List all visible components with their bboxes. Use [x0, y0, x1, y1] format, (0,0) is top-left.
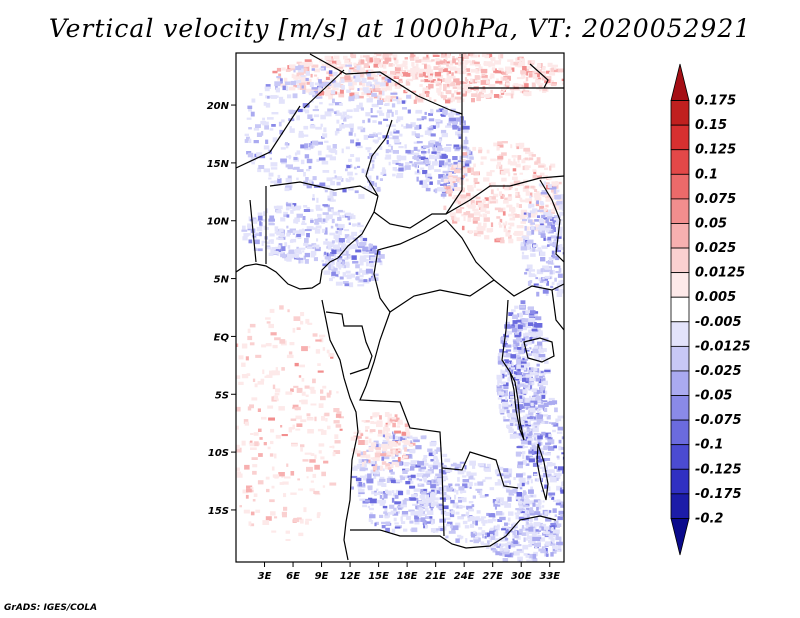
longitude-axis: 3E 6E 9E 12E 15E 18E 21E 24E 27E 30E 33E — [258, 562, 560, 582]
colorbar: 0.175 0.15 0.125 0.1 0.075 0.05 0.025 0.0125 0.0… — [670, 63, 751, 556]
x-tick-label: 18E — [397, 571, 418, 582]
x-tick-label: 33E — [539, 571, 560, 582]
colorbar-label: 0.05 — [695, 216, 727, 231]
x-tick-label: 27E — [482, 571, 503, 582]
map-title: Vertical velocity [m/s] at 1000hPa, VT: … — [48, 14, 752, 43]
colorbar-label: -0.2 — [695, 511, 723, 526]
colorbar-top-triangle — [670, 63, 690, 101]
colorbar-swatch — [670, 100, 690, 126]
y-tick-label: 15S — [208, 506, 229, 517]
y-tick-label: 10S — [208, 448, 229, 459]
colorbar-swatch — [670, 370, 690, 396]
colorbar-swatch — [670, 419, 690, 446]
country-borders — [236, 53, 564, 561]
grads-credit: GrADS: IGES/COLA — [4, 603, 98, 613]
colorbar-label: 0.005 — [695, 290, 736, 305]
colorbar-swatch — [670, 198, 690, 224]
x-tick-label: 30E — [511, 571, 532, 582]
colorbar-label: 0.15 — [695, 118, 727, 133]
colorbar-label: -0.1 — [695, 438, 723, 453]
x-tick-label: 24E — [454, 571, 475, 582]
x-tick-label: 6E — [286, 571, 300, 582]
colorbar-swatch — [670, 223, 690, 249]
y-tick-label: 20N — [207, 101, 230, 112]
colorbar-label: -0.125 — [695, 462, 742, 477]
colorbar-swatch — [670, 124, 690, 151]
x-tick-label: 12E — [340, 571, 361, 582]
colorbar-swatch — [670, 395, 690, 421]
velocity-shading — [236, 53, 564, 562]
map-frame — [235, 52, 565, 563]
colorbar-swatch — [670, 149, 690, 175]
colorbar-swatch — [670, 345, 690, 372]
x-tick-label: 15E — [368, 571, 389, 582]
colorbar-label: 0.1 — [695, 167, 718, 182]
colorbar-swatch — [670, 444, 690, 470]
colorbar-label: -0.075 — [695, 413, 742, 428]
colorbar-swatch — [670, 493, 690, 519]
y-tick-label: 10N — [207, 217, 230, 228]
colorbar-label: 0.175 — [695, 94, 736, 109]
y-tick-label: 15N — [207, 159, 230, 170]
x-tick-label: 21E — [425, 571, 446, 582]
y-tick-label: EQ — [214, 332, 230, 343]
x-tick-label: 3E — [258, 571, 272, 582]
colorbar-swatch — [670, 247, 690, 274]
y-tick-label: 5N — [214, 275, 230, 286]
y-tick-label: 5S — [215, 390, 229, 401]
colorbar-label: 0.025 — [695, 241, 736, 256]
x-tick-label: 9E — [315, 571, 329, 582]
colorbar-bottom-triangle — [670, 518, 690, 556]
colorbar-swatch — [670, 468, 690, 495]
colorbar-label: 0.0125 — [695, 266, 745, 281]
colorbar-swatch — [670, 272, 690, 298]
colorbar-label: -0.0125 — [695, 339, 751, 354]
colorbar-label: 0.125 — [695, 143, 736, 158]
colorbar-label: -0.175 — [695, 487, 742, 502]
colorbar-label: -0.005 — [695, 315, 742, 330]
colorbar-swatch — [670, 321, 690, 347]
colorbar-label: -0.025 — [695, 364, 742, 379]
latitude-axis: 20N 15N 10N 5N EQ 5S 10S 15S — [207, 101, 236, 517]
colorbar-swatch — [670, 296, 690, 323]
colorbar-swatch — [670, 173, 690, 200]
colorbar-label: 0.075 — [695, 192, 736, 207]
colorbar-label: -0.05 — [695, 389, 732, 404]
